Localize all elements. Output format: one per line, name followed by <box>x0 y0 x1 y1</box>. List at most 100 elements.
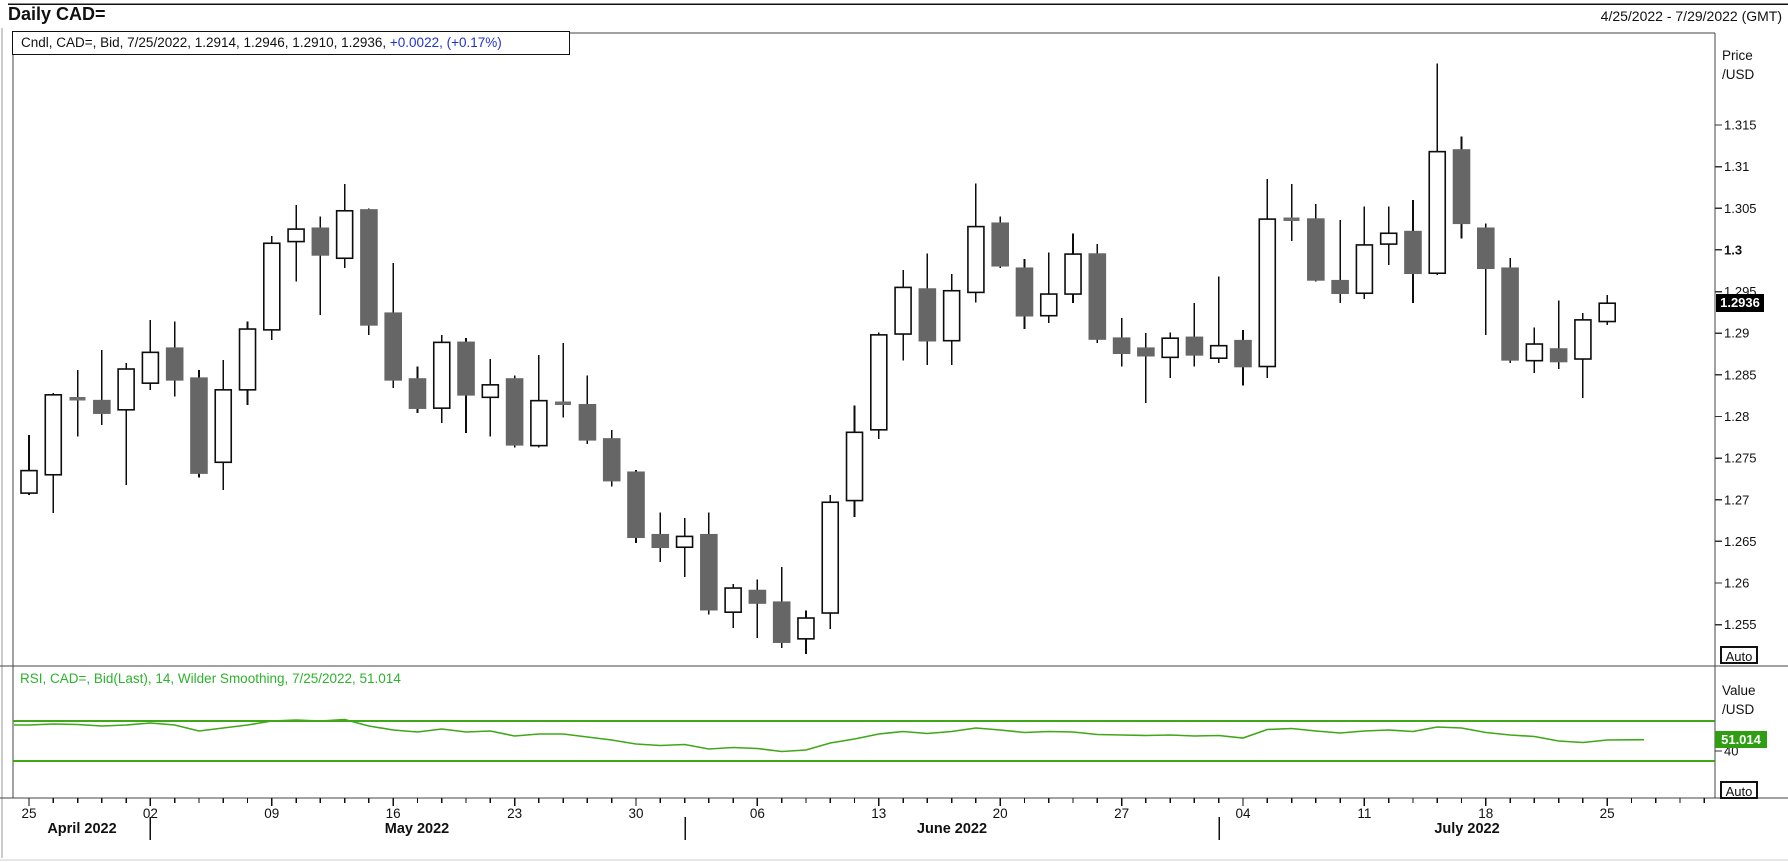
candle-body[interactable] <box>238 328 257 391</box>
candle-body[interactable] <box>1477 227 1495 270</box>
price-axis-tick-label: 1.29 <box>1724 326 1749 341</box>
candle-body[interactable] <box>797 617 815 640</box>
rsi-series-legend[interactable]: RSI, CAD=, Bid(Last), 14, Wilder Smoothi… <box>20 671 401 686</box>
candle-body[interactable] <box>918 288 937 342</box>
x-axis-tick-label: 25 <box>1600 806 1615 821</box>
candle-body[interactable] <box>1574 319 1592 360</box>
candle-body[interactable] <box>1307 218 1325 281</box>
x-axis-tick-label: 04 <box>1235 806 1251 821</box>
candle-body[interactable] <box>578 404 597 441</box>
candle-body[interactable] <box>991 222 1010 267</box>
candle-body[interactable] <box>1258 218 1277 368</box>
candle-body[interactable] <box>700 533 718 611</box>
x-axis-tick-label: 18 <box>1478 806 1493 821</box>
candle-body[interactable] <box>1549 348 1568 363</box>
price-axis-tick-label: 1.285 <box>1724 367 1757 382</box>
rsi-axis-unit-1: Value <box>1722 683 1756 698</box>
candle-body[interactable] <box>93 399 111 414</box>
candle-body[interactable] <box>627 471 645 539</box>
month-label: June 2022 <box>917 821 987 837</box>
x-axis-tick-label: 27 <box>1114 806 1129 821</box>
x-axis-tick-label: 16 <box>386 806 401 821</box>
candle-body[interactable] <box>724 587 742 613</box>
candle-body[interactable] <box>894 286 912 335</box>
candle-body[interactable] <box>384 312 403 381</box>
candle-body[interactable] <box>1404 230 1422 275</box>
candle-body[interactable] <box>651 533 670 549</box>
price-legend-text: Cndl, CAD=, Bid, 7/25/2022, 1.2914, 1.29… <box>21 35 390 50</box>
candle-body[interactable] <box>869 334 888 431</box>
price-axis-tick-label: 1.27 <box>1724 492 1749 507</box>
candle-body[interactable] <box>335 209 354 260</box>
price-axis-auto-button[interactable]: Auto <box>1720 646 1758 664</box>
candle-body[interactable] <box>1209 344 1228 359</box>
rsi-axis-unit-2: /USD <box>1722 702 1755 717</box>
price-axis-tick-label: 1.28 <box>1724 409 1749 424</box>
candle-body[interactable] <box>1331 279 1349 295</box>
candle-body[interactable] <box>505 378 524 446</box>
price-axis-unit-2: /USD <box>1722 67 1755 82</box>
price-axis-tick-label: 1.26 <box>1724 576 1749 591</box>
candle-body[interactable] <box>214 389 233 464</box>
x-axis-tick-label: 20 <box>993 806 1008 821</box>
candle-body[interactable] <box>1161 337 1179 359</box>
price-axis-tick-label: 1.315 <box>1724 118 1757 133</box>
candle-body[interactable] <box>748 589 767 604</box>
month-label: May 2022 <box>385 821 450 837</box>
candle-body[interactable] <box>821 501 840 614</box>
candle-body[interactable] <box>432 341 451 409</box>
price-series-legend[interactable]: Cndl, CAD=, Bid, 7/25/2022, 1.2914, 1.29… <box>12 31 570 55</box>
candle-body[interactable] <box>1137 347 1155 357</box>
candle-body[interactable] <box>1379 232 1398 245</box>
price-axis-tick-label: 1.275 <box>1724 451 1757 466</box>
candle-body[interactable] <box>1112 337 1131 354</box>
candle-body[interactable] <box>20 469 38 494</box>
month-label: July 2022 <box>1434 821 1499 837</box>
candle-body[interactable] <box>845 431 864 502</box>
candle-body[interactable] <box>1015 267 1034 317</box>
candle-body[interactable] <box>44 394 63 476</box>
candle-body[interactable] <box>311 227 330 256</box>
x-axis-tick-label: 11 <box>1357 806 1371 821</box>
candle-body[interactable] <box>1525 343 1544 362</box>
price-axis-tick-label: 1.305 <box>1724 201 1757 216</box>
candle-body[interactable] <box>1428 150 1447 275</box>
candle-body[interactable] <box>1088 253 1107 340</box>
rsi-axis-auto-button[interactable]: Auto <box>1720 781 1758 799</box>
candle-body[interactable] <box>1598 302 1616 323</box>
candle-body[interactable] <box>190 377 208 474</box>
price-axis-tick-label: 1.3 <box>1724 242 1742 257</box>
page-title: Daily CAD= <box>8 4 106 24</box>
candle-body[interactable] <box>457 341 475 396</box>
candle-body[interactable] <box>1185 336 1204 356</box>
candle-body[interactable] <box>481 384 500 399</box>
candle-body[interactable] <box>262 242 281 331</box>
last-price-badge: 1.2936 <box>1716 294 1764 312</box>
candle-body[interactable] <box>967 225 985 294</box>
x-axis-tick-label: 06 <box>750 806 765 821</box>
candle-body[interactable] <box>287 228 305 243</box>
x-axis-tick-label: 09 <box>264 806 279 821</box>
candle-body[interactable] <box>165 347 184 381</box>
candle-body[interactable] <box>360 209 378 326</box>
candle-body[interactable] <box>1064 253 1082 295</box>
candle-body[interactable] <box>1039 293 1058 317</box>
candle-body[interactable] <box>772 601 791 643</box>
candle-body[interactable] <box>408 378 427 409</box>
x-axis-tick-label: 02 <box>143 806 158 821</box>
candle-body[interactable] <box>675 535 694 549</box>
candle-body[interactable] <box>1501 267 1519 361</box>
candle-body[interactable] <box>117 368 135 411</box>
candle-body[interactable] <box>942 289 961 342</box>
x-axis-tick-label: 23 <box>507 806 522 821</box>
price-axis-tick-label: 1.265 <box>1724 534 1757 549</box>
candle-body[interactable] <box>1234 339 1252 368</box>
candle-body[interactable] <box>530 399 548 447</box>
candle-body[interactable] <box>1452 149 1471 225</box>
candle-body[interactable] <box>602 438 621 482</box>
candle-body[interactable] <box>1355 244 1374 295</box>
candle-body[interactable] <box>141 351 160 384</box>
price-axis-tick-label: 1.255 <box>1724 617 1757 632</box>
